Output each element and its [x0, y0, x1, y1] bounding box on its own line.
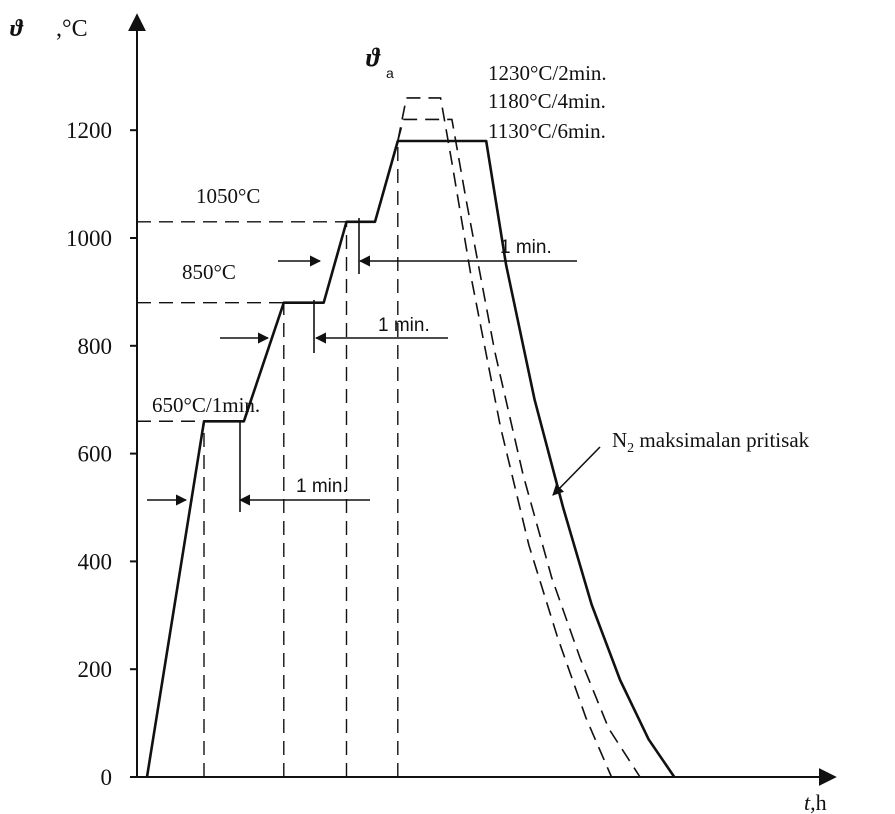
series-line-3: [397, 97, 613, 778]
label-peak-subscript: a: [386, 65, 394, 81]
axes: [128, 13, 837, 786]
x-axis-symbol: t: [804, 790, 811, 814]
quench-n: N: [612, 428, 627, 452]
label-1130: 1130°C/6min.: [488, 119, 606, 143]
y-axis-symbol: ϑ: [10, 16, 24, 42]
label-hold-3: 1 min.: [500, 237, 552, 258]
series-line-1: [145, 139, 676, 778]
label-quench: N2 maksimalan pritisak: [612, 428, 810, 456]
label-650: 650°C/1min.: [152, 393, 260, 417]
quench-subscript: 2: [627, 441, 634, 456]
label-1230: 1230°C/2min.: [488, 61, 607, 85]
series-lines: [145, 97, 676, 778]
label-hold-1: 1 min.: [296, 476, 348, 497]
x-axis-unit: ,h: [810, 790, 827, 814]
label-hold-2: 1 min.: [378, 315, 430, 336]
series-line-2: [397, 118, 641, 778]
y-tick-label: 600: [78, 442, 113, 467]
quench-text: maksimalan pritisak: [634, 428, 809, 452]
label-peak-symbol: ϑ: [366, 43, 381, 72]
y-tick-label: 1000: [66, 226, 112, 251]
label-850: 850°C: [182, 260, 236, 284]
y-tick-label: 800: [78, 334, 113, 359]
label-1050: 1050°C: [196, 184, 260, 208]
x-axis-title: t,h: [804, 790, 827, 814]
labels: ϑ ,°C t,h 650°C/1min. 850°C 1050°C ϑ a 1…: [10, 16, 827, 814]
y-tick-label: 400: [78, 549, 113, 574]
y-tick-label: 0: [101, 765, 113, 790]
y-ticks: 0 200 400 600 800 1000 1200: [66, 118, 137, 790]
hold-time-dimension-lines: [147, 218, 601, 512]
y-tick-label: 1200: [66, 118, 112, 143]
y-tick-label: 200: [78, 657, 113, 682]
label-1180: 1180°C/4min.: [488, 89, 606, 113]
y-axis-unit: ,°C: [56, 16, 88, 42]
quench-leader: [552, 446, 601, 496]
